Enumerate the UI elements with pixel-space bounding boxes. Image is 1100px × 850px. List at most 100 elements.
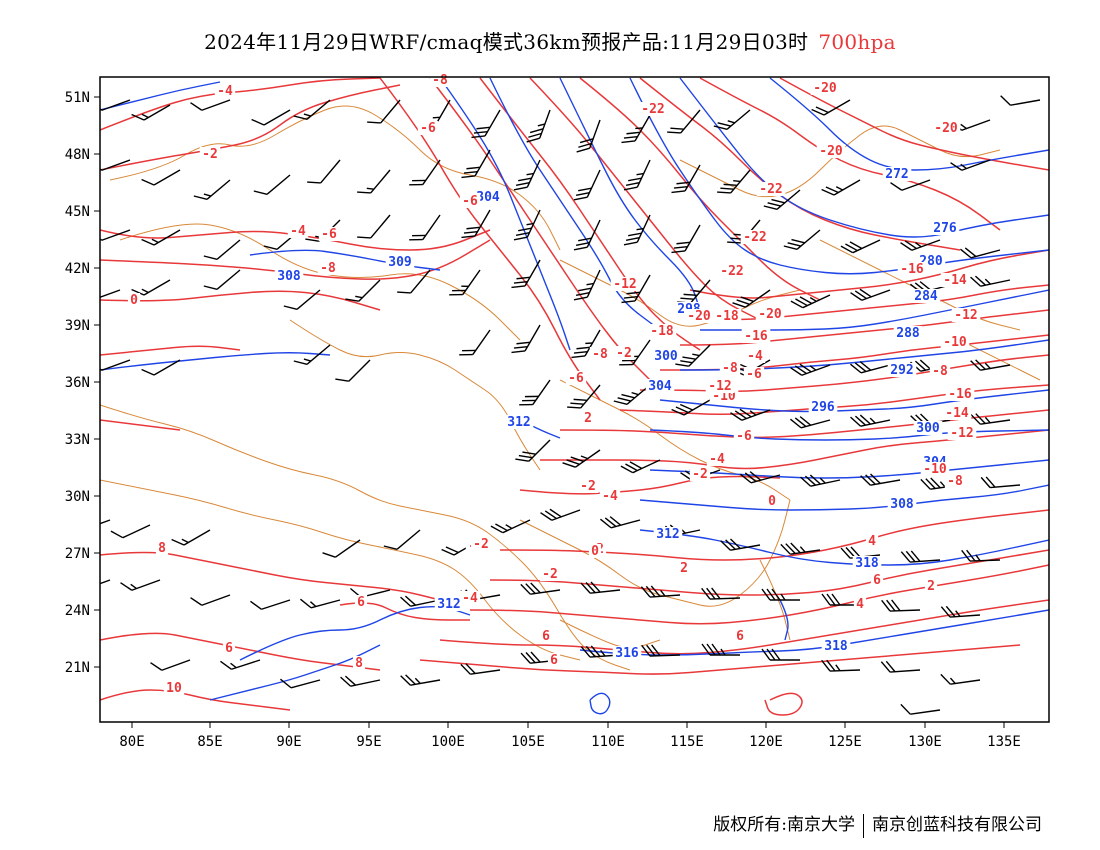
label-bg bbox=[581, 411, 595, 425]
wind-barb bbox=[717, 169, 751, 194]
contour-label: 284 bbox=[914, 289, 938, 304]
label-bg bbox=[163, 681, 185, 695]
wind-barb bbox=[890, 179, 931, 191]
temperature-isotherm bbox=[689, 249, 1049, 299]
label-bg bbox=[733, 629, 747, 643]
contour-label: -22 bbox=[759, 182, 782, 197]
label-bg bbox=[945, 387, 975, 401]
temperature-isotherm bbox=[659, 334, 1049, 371]
wind-barb bbox=[513, 159, 541, 191]
label-bg bbox=[417, 121, 439, 135]
label-bg bbox=[127, 293, 141, 307]
contour-label: 0 bbox=[130, 293, 138, 308]
label-bg bbox=[887, 363, 917, 377]
contour-label: 312 bbox=[437, 597, 460, 612]
wind-barb bbox=[900, 703, 941, 715]
geopotential-isoline bbox=[700, 289, 1049, 331]
contour-label: -2 bbox=[616, 346, 632, 361]
contour-label: -2 bbox=[202, 147, 218, 162]
contour-label: -8 bbox=[432, 73, 448, 88]
temperature-isotherm bbox=[100, 689, 291, 711]
label-bg bbox=[222, 641, 236, 655]
contour-label: 316 bbox=[615, 646, 639, 661]
wind-barb bbox=[840, 239, 881, 254]
label-bg bbox=[893, 326, 923, 340]
geopotential-isoline bbox=[100, 81, 221, 111]
wind-barb bbox=[100, 359, 131, 371]
label-bg bbox=[539, 629, 553, 643]
geopotential-isoline bbox=[559, 77, 701, 311]
label-bg bbox=[717, 264, 747, 278]
contour-label: -20 bbox=[813, 81, 837, 96]
wind-barb bbox=[970, 413, 1011, 425]
wind-barb bbox=[367, 99, 401, 124]
temperature-isotherm bbox=[100, 290, 381, 311]
label-bg bbox=[733, 429, 755, 443]
wind-barb bbox=[740, 471, 781, 484]
wind-barb bbox=[293, 99, 331, 120]
wind-barb bbox=[400, 674, 441, 686]
wind-barb bbox=[761, 588, 800, 601]
label-bg bbox=[816, 144, 846, 158]
wind-barb bbox=[293, 344, 331, 365]
label-bg bbox=[565, 371, 587, 385]
label-bg bbox=[940, 273, 970, 287]
contour-label: -2 bbox=[692, 467, 708, 482]
geopotential-isoline bbox=[589, 692, 611, 715]
contour-label: -4 bbox=[747, 349, 763, 364]
wind-barb bbox=[190, 99, 231, 111]
contour-label: -10 bbox=[923, 462, 947, 477]
label-bg bbox=[274, 269, 304, 283]
contour-label: 312 bbox=[507, 415, 530, 430]
wind-barb bbox=[460, 663, 501, 675]
label-bg bbox=[317, 261, 339, 275]
lat-label: 42N bbox=[65, 261, 90, 277]
wind-barb bbox=[900, 550, 941, 563]
contour-label: -8 bbox=[947, 474, 963, 489]
wind-barb bbox=[880, 660, 921, 673]
lat-label: 27N bbox=[65, 546, 90, 562]
wind-barb bbox=[790, 294, 831, 309]
contour-label: 2 bbox=[680, 561, 688, 576]
wind-barb bbox=[790, 416, 831, 429]
label-bg bbox=[459, 591, 481, 605]
wind-barb bbox=[950, 159, 991, 171]
lon-label: 100E bbox=[431, 734, 465, 750]
wind-barb bbox=[850, 414, 891, 427]
contour-label: -12 bbox=[708, 379, 731, 394]
contour-label: 8 bbox=[355, 656, 363, 671]
contour-label: -6 bbox=[746, 367, 762, 382]
wind-barb bbox=[471, 109, 501, 139]
wind-barb bbox=[141, 229, 181, 246]
temperature-isotherm bbox=[100, 551, 441, 601]
wind-barb bbox=[100, 99, 131, 111]
label-bg bbox=[865, 534, 879, 548]
wind-barb bbox=[322, 539, 361, 558]
geopotential-isoline bbox=[489, 77, 661, 331]
label-bg bbox=[470, 537, 492, 551]
wind-barb bbox=[141, 169, 181, 186]
contour-label: 308 bbox=[277, 269, 301, 284]
title-level: 700hpa bbox=[818, 30, 896, 54]
lon-label: 85E bbox=[197, 734, 222, 750]
contour-label: -8 bbox=[320, 261, 336, 276]
chart-title: 2024年11月29日WRF/cmaq模式36km预报产品:11月29日03时 7… bbox=[0, 26, 1100, 55]
wind-barb bbox=[335, 359, 371, 382]
wind-barb bbox=[383, 529, 421, 550]
contour-label: -4 bbox=[217, 84, 233, 99]
label-bg bbox=[897, 262, 927, 276]
wind-barb bbox=[961, 549, 1001, 562]
wind-barb bbox=[357, 214, 391, 239]
wind-barb bbox=[250, 599, 291, 610]
wind-barb bbox=[675, 344, 711, 367]
wind-barb bbox=[397, 269, 431, 294]
contour-label: 292 bbox=[890, 363, 913, 378]
label-bg bbox=[434, 597, 464, 611]
wind-barb bbox=[100, 159, 131, 171]
lat-label: 45N bbox=[65, 204, 90, 220]
contour-label: 8 bbox=[158, 541, 166, 556]
label-bg bbox=[459, 194, 481, 208]
company-name: 南京创蓝科技有限公司 bbox=[872, 815, 1042, 835]
contour-label: -12 bbox=[954, 308, 977, 323]
label-bg bbox=[744, 349, 766, 363]
